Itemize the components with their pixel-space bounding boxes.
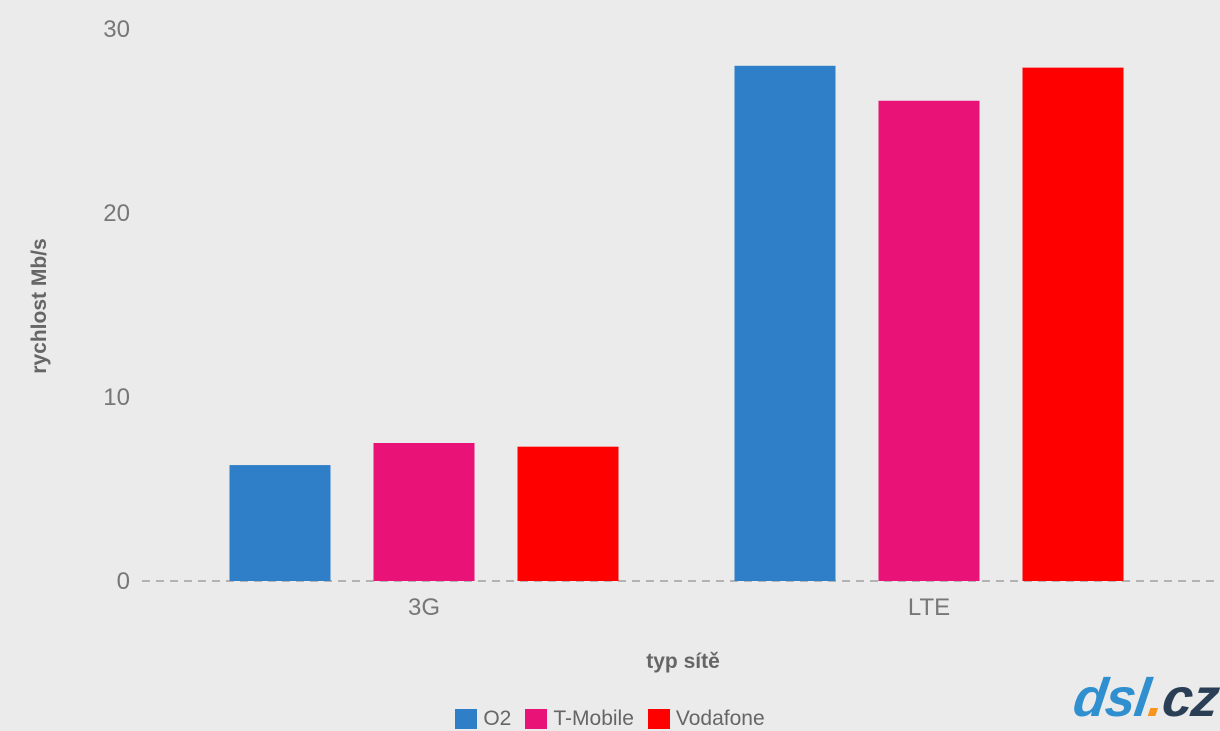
legend-item: T-Mobile	[525, 707, 634, 731]
y-axis-ticks: 0 10 20 30	[103, 16, 130, 595]
x-axis-ticks: 3G LTE	[408, 594, 950, 621]
dsl-cz-logo: dsl.cz	[1070, 668, 1220, 728]
legend-swatch	[525, 709, 548, 729]
y-tick-label: 0	[117, 568, 130, 595]
legend-swatch	[647, 709, 670, 729]
legend: O2 T-Mobile Vodafone	[0, 707, 1220, 731]
x-tick-label: 3G	[408, 594, 440, 621]
y-tick-label: 10	[103, 384, 130, 411]
legend-item: Vodafone	[647, 707, 765, 731]
bar-3g-vodafone	[517, 446, 619, 581]
bar-lte-vodafone	[1022, 67, 1124, 581]
legend-item: O2	[455, 707, 511, 731]
legend-swatch	[455, 709, 478, 729]
legend-label: T-Mobile	[553, 707, 634, 730]
y-tick-label: 30	[103, 16, 130, 43]
x-axis-title: typ sítě	[646, 650, 720, 673]
bar-lte-t-mobile	[878, 100, 980, 581]
x-tick-label: LTE	[908, 594, 950, 621]
legend-label: Vodafone	[675, 707, 765, 730]
bar-3g-t-mobile	[373, 443, 475, 581]
bar-lte-o2	[734, 65, 836, 582]
logo-part-cz: cz	[1158, 668, 1220, 728]
y-axis-title: rychlost Mb/s	[28, 238, 51, 373]
legend-label: O2	[483, 707, 512, 730]
y-tick-label: 20	[103, 200, 130, 227]
bars	[229, 65, 1124, 582]
logo-part-dsl: dsl	[1069, 668, 1154, 728]
bar-3g-o2	[229, 465, 331, 581]
